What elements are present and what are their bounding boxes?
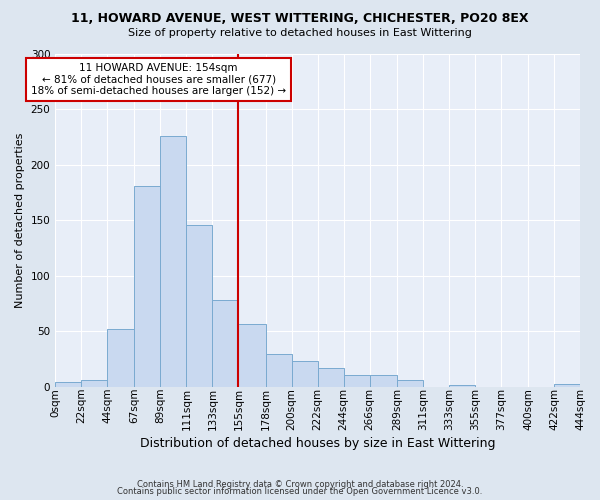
- Bar: [317, 368, 344, 386]
- Text: 11, HOWARD AVENUE, WEST WITTERING, CHICHESTER, PO20 8EX: 11, HOWARD AVENUE, WEST WITTERING, CHICH…: [71, 12, 529, 26]
- Text: 11 HOWARD AVENUE: 154sqm
← 81% of detached houses are smaller (677)
18% of semi-: 11 HOWARD AVENUE: 154sqm ← 81% of detach…: [31, 63, 286, 96]
- Text: Contains public sector information licensed under the Open Government Licence v3: Contains public sector information licen…: [118, 488, 482, 496]
- Bar: [160, 136, 187, 386]
- Bar: [134, 186, 160, 386]
- Bar: [266, 354, 292, 386]
- Bar: [370, 376, 397, 386]
- Bar: [397, 380, 423, 386]
- Bar: [344, 376, 370, 386]
- Bar: [238, 324, 266, 386]
- Text: Contains HM Land Registry data © Crown copyright and database right 2024.: Contains HM Land Registry data © Crown c…: [137, 480, 463, 489]
- X-axis label: Distribution of detached houses by size in East Wittering: Distribution of detached houses by size …: [140, 437, 496, 450]
- Bar: [81, 380, 107, 386]
- Bar: [212, 300, 238, 386]
- Bar: [187, 224, 212, 386]
- Bar: [292, 361, 317, 386]
- Bar: [107, 329, 134, 386]
- Text: Size of property relative to detached houses in East Wittering: Size of property relative to detached ho…: [128, 28, 472, 38]
- Bar: [55, 382, 81, 386]
- Y-axis label: Number of detached properties: Number of detached properties: [15, 132, 25, 308]
- Bar: [554, 384, 580, 386]
